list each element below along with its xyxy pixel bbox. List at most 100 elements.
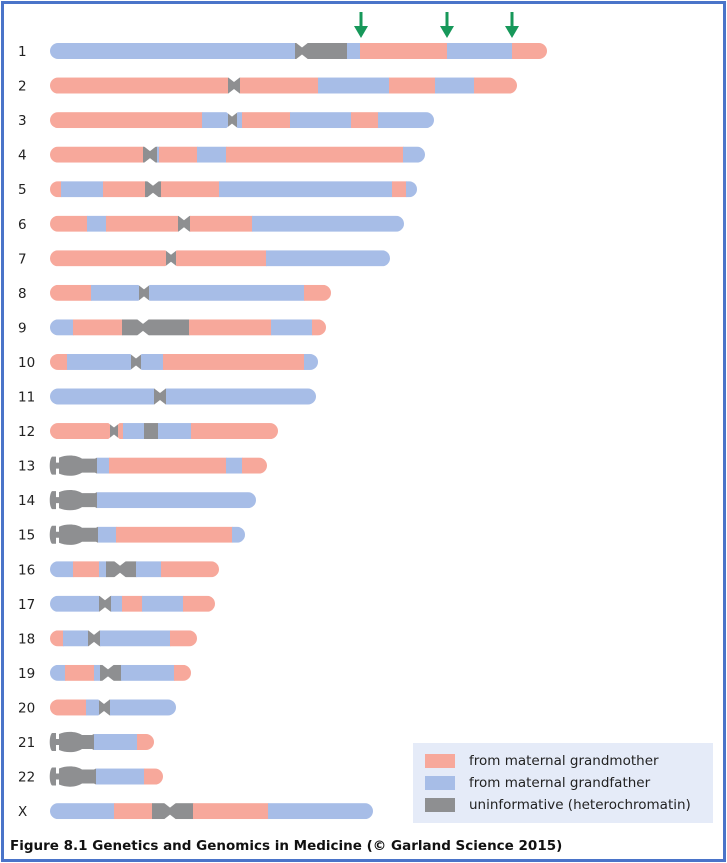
- centromere-notch: [137, 296, 151, 302]
- segment-maternal-grandfather: [50, 319, 74, 336]
- segment-maternal-grandfather: [378, 112, 434, 129]
- segment-heterochromatin: [228, 77, 241, 94]
- segment-maternal-grandfather: [50, 664, 66, 681]
- legend-label: uninformative (heterochromatin): [469, 797, 691, 813]
- centromere-notch: [101, 676, 115, 682]
- segment-maternal-grandmother: [106, 215, 179, 232]
- segment-maternal-grandfather: [99, 561, 107, 578]
- chromosome-label: 13: [18, 459, 35, 475]
- legend: from maternal grandmother from maternal …: [413, 743, 713, 823]
- centromere-notch: [227, 76, 241, 83]
- segment-maternal-grandmother: [392, 181, 407, 198]
- acrocentric-short-arm: [49, 455, 97, 476]
- segment-maternal-grandmother: [50, 284, 92, 301]
- segment-maternal-grandfather: [121, 664, 175, 681]
- chromosome-17: 17: [18, 594, 215, 613]
- segment-maternal-grandfather: [97, 457, 110, 474]
- segment-maternal-grandmother: [122, 595, 143, 612]
- centromere-notch: [136, 318, 150, 324]
- segment-heterochromatin: [154, 388, 167, 405]
- centromere-notch: [225, 123, 239, 130]
- segment-maternal-grandfather: [268, 803, 373, 820]
- chromosome-21: 21: [18, 731, 154, 753]
- segment-heterochromatin: [122, 319, 190, 336]
- segment-maternal-grandfather: [50, 803, 115, 820]
- legend-swatch-grandfather: [425, 776, 455, 790]
- segment-maternal-grandfather: [226, 457, 243, 474]
- centromere-notch: [98, 594, 112, 601]
- chromosome-7: 7: [18, 249, 390, 268]
- centromere-notch: [164, 261, 178, 268]
- centromere-notch: [163, 802, 177, 808]
- segment-maternal-grandmother: [163, 353, 305, 370]
- chromosome-12: 12: [18, 422, 278, 441]
- segment-maternal-grandfather: [142, 595, 184, 612]
- chromosome-14: 14: [18, 490, 256, 511]
- segment-maternal-grandmother: [50, 699, 87, 716]
- chromosome-4: 4: [18, 145, 425, 164]
- chromosome-label: 8: [18, 286, 27, 302]
- legend-label: from maternal grandmother: [469, 753, 659, 769]
- segment-heterochromatin: [143, 146, 158, 163]
- segment-maternal-grandmother: [50, 181, 62, 198]
- segment-maternal-grandfather: [202, 112, 229, 129]
- crossover-arrow-icon: [440, 12, 454, 38]
- chromosome-1: 1: [18, 42, 547, 60]
- segment-maternal-grandmother: [242, 112, 291, 129]
- segment-maternal-grandfather: [304, 353, 318, 370]
- chromosome-22: 22: [18, 766, 163, 787]
- segment-heterochromatin: [100, 664, 122, 681]
- segment-maternal-grandfather: [136, 561, 162, 578]
- legend-item-uninformative: uninformative (heterochromatin): [425, 795, 691, 815]
- chromosome-20: 20: [18, 698, 176, 717]
- segment-maternal-grandmother: [226, 146, 404, 163]
- centromere-notch: [153, 400, 167, 406]
- segment-maternal-grandmother: [109, 457, 227, 474]
- segment-maternal-grandmother: [50, 423, 111, 440]
- centromere-notch: [101, 663, 115, 670]
- segment-maternal-grandmother: [50, 630, 64, 647]
- centromere-notch: [164, 249, 178, 255]
- segment-maternal-grandfather: [266, 250, 390, 267]
- centromere-notch: [295, 54, 309, 60]
- centromere-notch: [177, 214, 191, 221]
- segment-maternal-grandmother: [304, 284, 331, 301]
- legend-swatch-uninformative: [425, 798, 455, 812]
- chromosome-label: 17: [18, 597, 35, 613]
- segment-maternal-grandfather: [318, 77, 390, 94]
- segment-maternal-grandfather: [435, 77, 475, 94]
- centromere-notch: [113, 560, 127, 566]
- segment-maternal-grandmother: [174, 664, 191, 681]
- chromosome-9: 9: [18, 318, 326, 337]
- chromosome-label: 3: [18, 113, 27, 129]
- crossover-arrow-icon: [505, 12, 519, 38]
- segment-maternal-grandmother: [360, 43, 448, 59]
- centromere-notch: [136, 330, 150, 337]
- segment-maternal-grandfather: [447, 43, 513, 59]
- segment-maternal-grandmother: [161, 181, 220, 198]
- segment-heterochromatin: [110, 423, 119, 440]
- segment-maternal-grandfather: [271, 319, 313, 336]
- chromosome-19: 19: [18, 663, 191, 682]
- segment-maternal-grandmother: [312, 319, 326, 336]
- segment-heterochromatin: [144, 423, 159, 440]
- segment-maternal-grandfather: [86, 699, 100, 716]
- segment-heterochromatin: [139, 284, 150, 301]
- chromosome-label: 2: [18, 79, 27, 95]
- centromere-notch: [107, 422, 121, 428]
- centromere-notch: [163, 814, 177, 821]
- chromosome-8: 8: [18, 283, 331, 302]
- segment-maternal-grandmother: [176, 250, 267, 267]
- chromosome-label: 19: [18, 666, 35, 682]
- segment-maternal-grandfather: [96, 768, 145, 785]
- segment-maternal-grandfather: [61, 181, 104, 198]
- segment-maternal-grandmother: [50, 353, 68, 370]
- chromosome-13: 13: [18, 455, 267, 476]
- segment-maternal-grandmother: [116, 526, 233, 543]
- segment-maternal-grandmother: [170, 630, 197, 647]
- segment-maternal-grandfather: [50, 388, 155, 405]
- segment-maternal-grandfather: [166, 388, 316, 405]
- segment-heterochromatin: [131, 353, 142, 370]
- segment-maternal-grandfather: [157, 146, 160, 163]
- segment-maternal-grandmother: [114, 803, 153, 820]
